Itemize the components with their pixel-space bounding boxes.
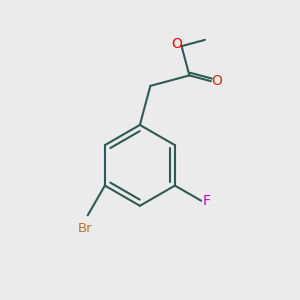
Text: O: O [171, 37, 182, 51]
Text: F: F [203, 194, 211, 208]
Text: O: O [211, 74, 222, 88]
Text: Br: Br [78, 221, 93, 235]
